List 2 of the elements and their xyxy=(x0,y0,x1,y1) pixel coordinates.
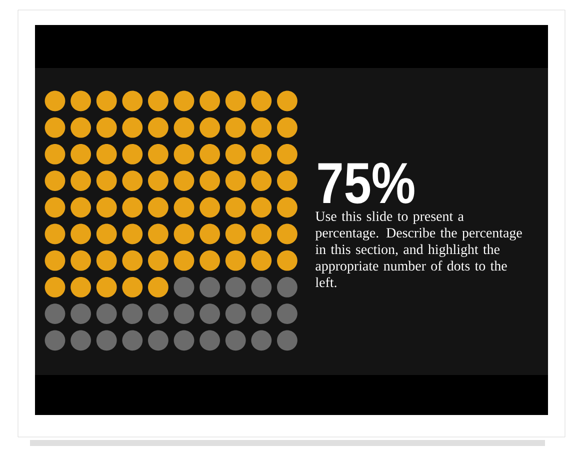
text: Use this slide to present a percentage. Describe the percentage in this section, and highlight the appropriate number of dots to the left. xyxy=(315,211,522,288)
data-label: 75% xyxy=(318,162,414,204)
